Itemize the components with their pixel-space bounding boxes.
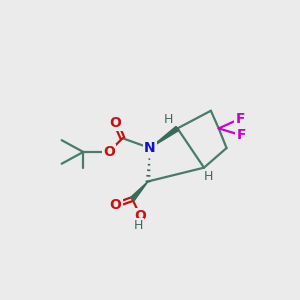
Text: O: O — [110, 116, 122, 130]
Text: H: H — [134, 219, 143, 232]
Text: F: F — [236, 128, 246, 142]
Text: O: O — [110, 198, 122, 212]
Polygon shape — [150, 126, 179, 148]
Text: N: N — [144, 141, 156, 155]
Text: F: F — [236, 112, 245, 126]
Text: H: H — [204, 170, 214, 183]
Text: H: H — [164, 113, 173, 126]
Polygon shape — [130, 182, 148, 201]
Text: O: O — [103, 145, 115, 159]
Text: O: O — [134, 209, 146, 223]
